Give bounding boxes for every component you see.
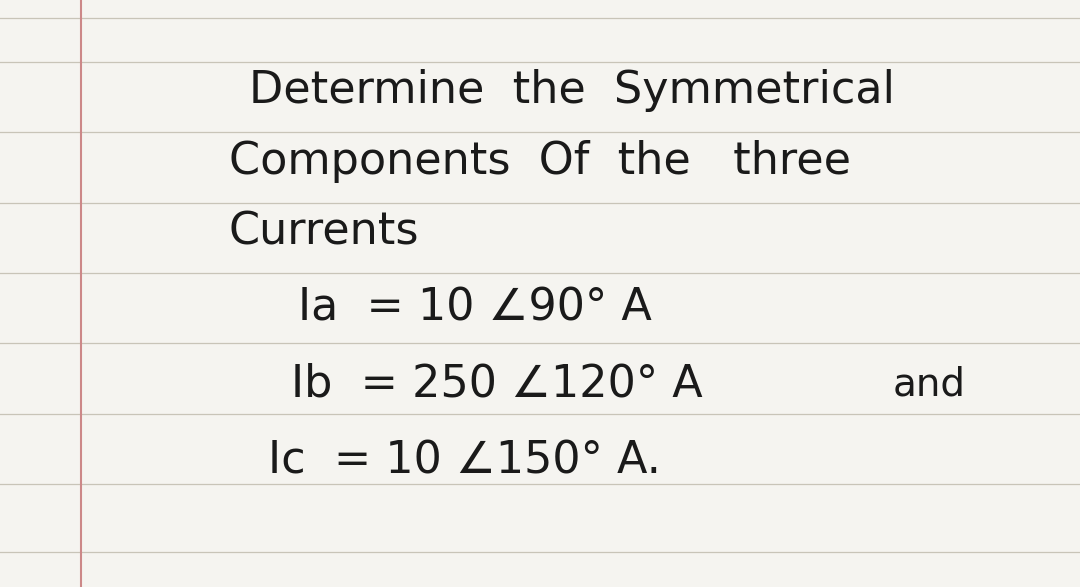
Text: Ia  = 10 ∠90° A: Ia = 10 ∠90° A (298, 286, 652, 330)
Text: Ib  = 250 ∠120° A: Ib = 250 ∠120° A (291, 363, 703, 406)
Text: Ic  = 10 ∠150° A.: Ic = 10 ∠150° A. (268, 439, 661, 483)
Text: and: and (892, 366, 966, 403)
Text: Currents: Currents (229, 210, 419, 254)
Text: Components  Of  the   three: Components Of the three (229, 140, 851, 183)
Text: Determine  the  Symmetrical: Determine the Symmetrical (249, 69, 895, 113)
